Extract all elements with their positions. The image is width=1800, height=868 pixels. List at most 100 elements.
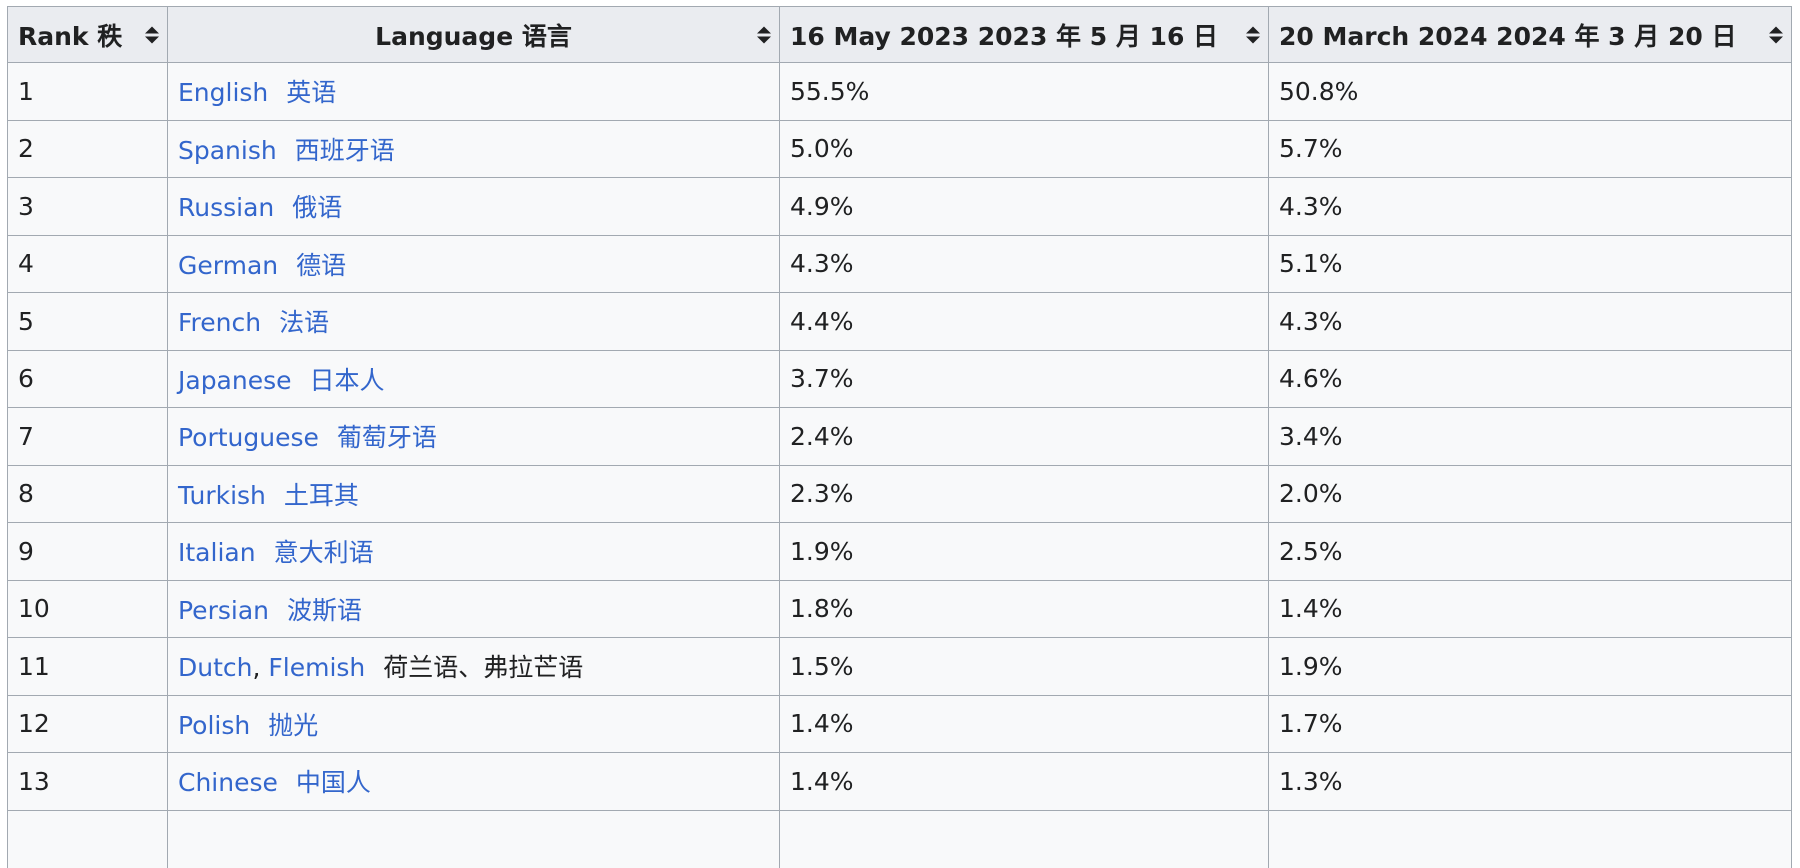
table-row: 8 Turkish 土耳其 2.3% 2.0%: [7, 464, 1792, 523]
language-chinese-name: 英语: [286, 78, 337, 108]
language-link[interactable]: English: [178, 78, 269, 108]
language-chinese-name: 葡萄牙语: [336, 423, 437, 453]
language-link[interactable]: French: [178, 308, 262, 338]
language-cell: Japanese 日本人: [167, 349, 780, 408]
rank-cell: 1: [7, 62, 168, 121]
language-chinese-name: 波斯语: [286, 595, 362, 625]
may-2023-share-cell: 3.7%: [779, 349, 1269, 408]
language-chinese-name: 俄语: [292, 193, 343, 223]
separator: ,: [252, 653, 269, 683]
column-header-language-label: Language 语言: [375, 21, 572, 51]
language-chinese-name: 日本人: [309, 365, 385, 395]
language-link[interactable]: Flemish: [268, 653, 366, 683]
partial-cell: [167, 809, 780, 868]
sort-icon[interactable]: [1769, 26, 1783, 43]
may-2023-share-cell: 4.4%: [779, 292, 1269, 351]
column-header-march-2024[interactable]: 20 March 2024 2024 年 3 月 20 日: [1268, 6, 1792, 63]
language-link[interactable]: Spanish: [178, 135, 277, 165]
rank-cell: 12: [7, 694, 168, 753]
sort-icon[interactable]: [757, 26, 771, 43]
column-header-may-2023-label: 16 May 2023 2023 年 5 月 16 日: [790, 21, 1219, 51]
may-2023-share-cell: 2.3%: [779, 464, 1269, 523]
rank-cell: 11: [7, 637, 168, 696]
language-cell: Persian 波斯语: [167, 579, 780, 638]
table-body: 1 English 英语 55.5% 50.8% 2 Spanish 西班牙语 5.0% 5.7%…: [7, 62, 1792, 868]
may-2023-share-cell: 1.9%: [779, 522, 1269, 581]
language-link[interactable]: Portuguese: [178, 423, 319, 453]
column-header-march-2024-label: 20 March 2024 2024 年 3 月 20 日: [1279, 21, 1737, 51]
rank-cell: 2: [7, 119, 168, 178]
rank-cell: 10: [7, 579, 168, 638]
language-chinese-name: 德语: [296, 250, 347, 280]
rank-cell: 13: [7, 752, 168, 811]
language-link[interactable]: Dutch: [178, 653, 253, 683]
may-2023-share-cell: 1.4%: [779, 694, 1269, 753]
language-cell: Italian 意大利语: [167, 522, 780, 581]
table-row: 5 French 法语 4.4% 4.3%: [7, 292, 1792, 351]
language-link[interactable]: Persian: [178, 595, 269, 625]
rank-cell: 4: [7, 234, 168, 293]
table-row: 1 English 英语 55.5% 50.8%: [7, 62, 1792, 121]
march-2024-share-cell: 4.3%: [1268, 292, 1792, 351]
column-header-language[interactable]: Language 语言: [167, 6, 780, 63]
may-2023-share-cell: 5.0%: [779, 119, 1269, 178]
language-chinese-name: 抛光: [268, 710, 319, 740]
march-2024-share-cell: 1.4%: [1268, 579, 1792, 638]
partial-row: [7, 809, 1792, 868]
column-header-rank[interactable]: Rank 秩: [7, 6, 168, 63]
language-link[interactable]: Italian: [178, 538, 256, 568]
language-link[interactable]: German: [178, 250, 279, 280]
sort-icon[interactable]: [1246, 26, 1260, 43]
table-row: 10 Persian 波斯语 1.8% 1.4%: [7, 579, 1792, 638]
rank-cell: 8: [7, 464, 168, 523]
table-row: 4 German 德语 4.3% 5.1%: [7, 234, 1792, 293]
march-2024-share-cell: 50.8%: [1268, 62, 1792, 121]
march-2024-share-cell: 2.5%: [1268, 522, 1792, 581]
partial-cell: [1268, 809, 1792, 868]
march-2024-share-cell: 4.6%: [1268, 349, 1792, 408]
table-row: 7 Portuguese 葡萄牙语 2.4% 3.4%: [7, 407, 1792, 466]
table-row: 11 Dutch, Flemish 荷兰语、弗拉芒语 1.5% 1.9%: [7, 637, 1792, 696]
march-2024-share-cell: 2.0%: [1268, 464, 1792, 523]
rank-cell: 3: [7, 177, 168, 236]
language-chinese-name: 中国人: [295, 768, 371, 798]
partial-cell: [779, 809, 1269, 868]
table-row: 2 Spanish 西班牙语 5.0% 5.7%: [7, 119, 1792, 178]
rank-cell: 9: [7, 522, 168, 581]
march-2024-share-cell: 4.3%: [1268, 177, 1792, 236]
may-2023-share-cell: 55.5%: [779, 62, 1269, 121]
language-link[interactable]: Japanese: [178, 365, 292, 395]
language-chinese-name: 西班牙语: [294, 135, 395, 165]
language-cell: Dutch, Flemish 荷兰语、弗拉芒语: [167, 637, 780, 696]
language-cell: Portuguese 葡萄牙语: [167, 407, 780, 466]
sort-icon[interactable]: [145, 26, 159, 43]
language-cell: Chinese 中国人: [167, 752, 780, 811]
language-link[interactable]: Chinese: [178, 768, 278, 798]
column-header-rank-label: Rank 秩: [18, 21, 123, 51]
language-cell: Russian 俄语: [167, 177, 780, 236]
march-2024-share-cell: 1.9%: [1268, 637, 1792, 696]
language-link[interactable]: Polish: [178, 710, 251, 740]
rank-cell: 7: [7, 407, 168, 466]
language-link[interactable]: Russian: [178, 193, 275, 223]
table-row: 3 Russian 俄语 4.9% 4.3%: [7, 177, 1792, 236]
march-2024-share-cell: 1.7%: [1268, 694, 1792, 753]
may-2023-share-cell: 4.9%: [779, 177, 1269, 236]
language-share-table-container: Rank 秩 Language 语言 16 May 2023 2023 年 5 …: [7, 6, 1792, 868]
may-2023-share-cell: 2.4%: [779, 407, 1269, 466]
partial-cell: [7, 809, 168, 868]
language-cell: German 德语: [167, 234, 780, 293]
language-cell: Spanish 西班牙语: [167, 119, 780, 178]
march-2024-share-cell: 1.3%: [1268, 752, 1792, 811]
may-2023-share-cell: 1.4%: [779, 752, 1269, 811]
language-link[interactable]: Turkish: [178, 480, 266, 510]
language-share-table: Rank 秩 Language 语言 16 May 2023 2023 年 5 …: [7, 6, 1792, 868]
table-row: 12 Polish 抛光 1.4% 1.7%: [7, 694, 1792, 753]
header-row: Rank 秩 Language 语言 16 May 2023 2023 年 5 …: [7, 6, 1792, 63]
language-cell: English 英语: [167, 62, 780, 121]
language-chinese-name: 荷兰语、弗拉芒语: [383, 653, 584, 683]
table-row: 6 Japanese 日本人 3.7% 4.6%: [7, 349, 1792, 408]
table-row: 13 Chinese 中国人 1.4% 1.3%: [7, 752, 1792, 811]
rank-cell: 5: [7, 292, 168, 351]
column-header-may-2023[interactable]: 16 May 2023 2023 年 5 月 16 日: [779, 6, 1269, 63]
